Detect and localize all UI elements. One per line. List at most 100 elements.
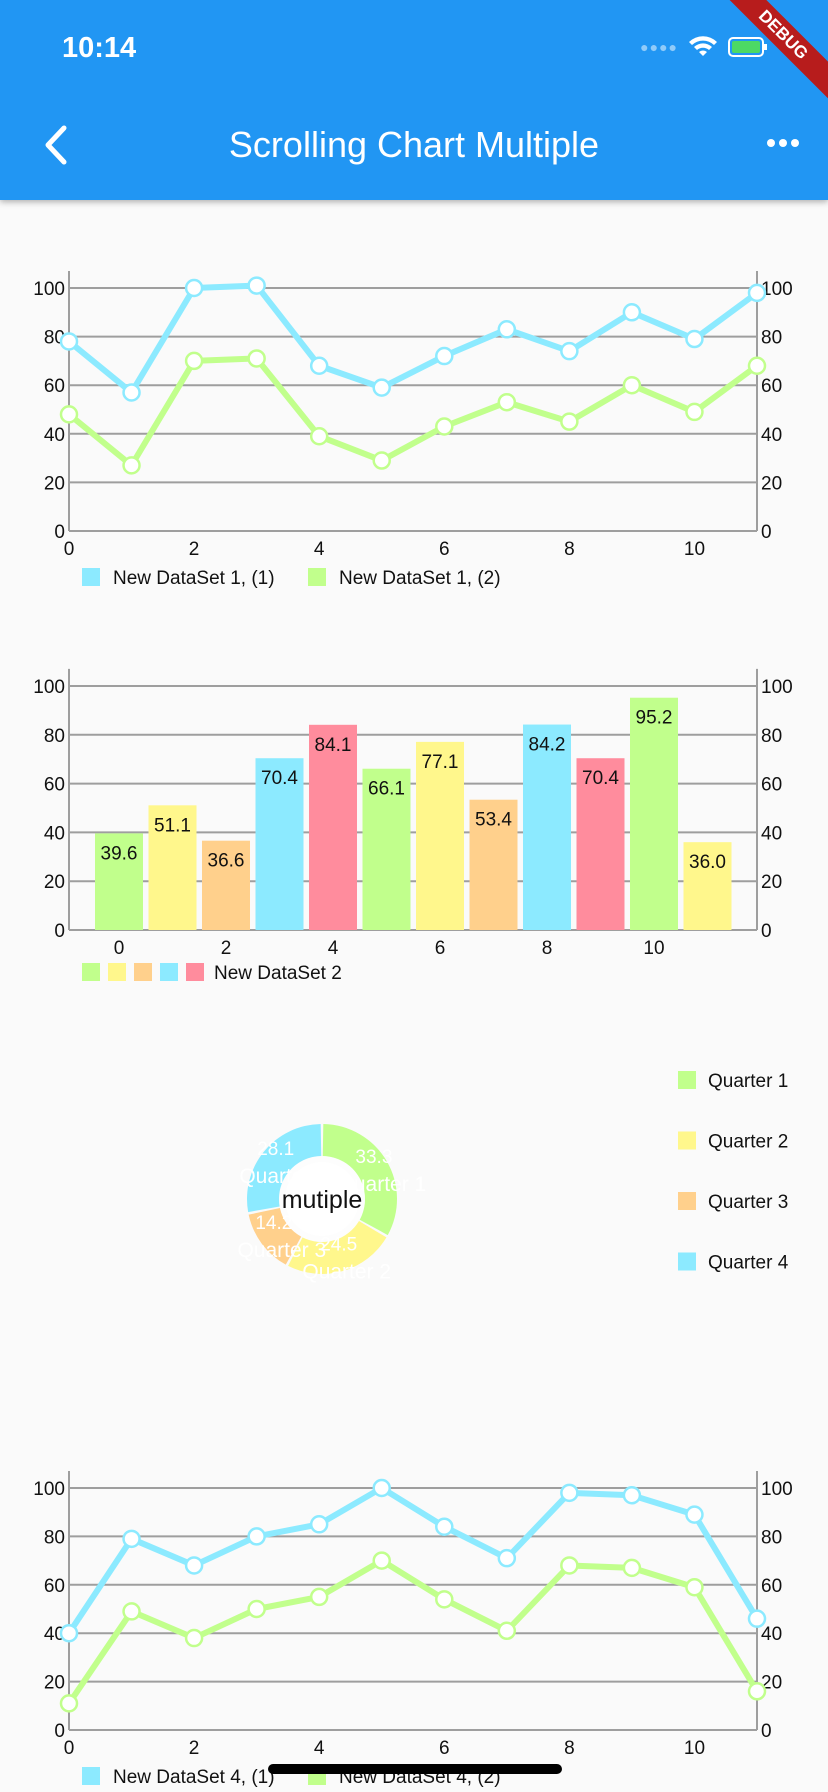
data-point — [435, 346, 454, 366]
y-tick-right: 20 — [761, 872, 782, 893]
y-tick-left: 80 — [44, 1527, 65, 1548]
data-point — [122, 383, 141, 402]
data-point — [184, 278, 204, 298]
x-tick: 0 — [114, 938, 125, 959]
data-point — [747, 1609, 767, 1628]
bar — [523, 724, 571, 930]
pie-hole — [285, 1162, 359, 1236]
data-point — [560, 1556, 579, 1575]
home-indicator[interactable] — [268, 1764, 562, 1774]
y-tick-right: 80 — [761, 726, 782, 747]
bar-value-label: 84.1 — [315, 735, 352, 756]
slice-name-label: Quarter 2 — [302, 1261, 391, 1284]
x-tick: 8 — [542, 938, 553, 959]
bar-value-label: 39.6 — [101, 843, 138, 864]
data-point — [122, 1602, 141, 1621]
bar-value-label: 95.2 — [636, 708, 673, 729]
data-point — [309, 1515, 329, 1534]
data-point — [622, 375, 642, 395]
data-point — [685, 329, 704, 349]
series-line — [67, 282, 759, 396]
y-tick-left: 80 — [44, 726, 65, 747]
y-tick-right: 20 — [761, 473, 782, 494]
y-tick-right: 80 — [761, 1527, 782, 1548]
bar-value-label: 51.1 — [154, 815, 191, 836]
bar-value-label: 53.4 — [475, 810, 512, 831]
wifi-icon — [689, 36, 717, 56]
legend-label: New DataSet 2 — [214, 963, 342, 984]
legend-swatch — [134, 963, 152, 981]
pie-slice — [248, 1207, 302, 1265]
pie-slice — [288, 1220, 387, 1275]
legend-swatch — [108, 963, 126, 981]
legend-swatch — [308, 568, 326, 586]
series-line — [66, 1485, 760, 1635]
y-tick-right: 60 — [761, 1576, 782, 1597]
legend-swatch — [82, 568, 100, 586]
bar-value-label: 66.1 — [368, 779, 405, 800]
y-tick-left: 60 — [44, 1576, 65, 1597]
y-tick-right: 40 — [761, 823, 782, 844]
data-point — [685, 402, 704, 422]
x-tick: 8 — [564, 539, 575, 560]
legend-swatch — [160, 963, 178, 981]
x-tick: 10 — [643, 938, 664, 959]
data-point — [622, 1486, 642, 1505]
data-point — [59, 1694, 79, 1713]
more-horizontal-icon — [767, 139, 799, 147]
bar — [309, 724, 357, 930]
status-time: 10:14 — [62, 32, 137, 64]
legend-swatch — [186, 963, 204, 981]
y-tick-left: 0 — [54, 1721, 65, 1742]
data-point — [497, 320, 517, 339]
data-point — [622, 1558, 642, 1578]
more-options-button[interactable] — [766, 124, 800, 162]
legend-swatch — [678, 1192, 696, 1210]
y-tick-right: 20 — [761, 1673, 782, 1694]
bar — [148, 805, 197, 930]
legend-label: Quarter 2 — [708, 1132, 788, 1153]
y-tick-right: 60 — [761, 376, 782, 397]
page-title: Scrolling Chart Multiple — [228, 124, 600, 165]
y-tick-right: 80 — [761, 328, 782, 349]
data-point — [309, 426, 329, 446]
y-tick-left: 20 — [44, 872, 65, 893]
data-point — [372, 378, 391, 397]
x-tick: 6 — [439, 539, 450, 560]
data-point — [247, 1599, 266, 1619]
y-tick-left: 100 — [33, 279, 65, 300]
data-point — [247, 1527, 266, 1546]
data-point — [184, 1556, 204, 1575]
data-point — [372, 1551, 391, 1570]
y-tick-right: 60 — [761, 775, 782, 796]
data-point — [122, 456, 141, 475]
x-tick: 0 — [64, 1738, 75, 1759]
y-tick-right: 0 — [761, 921, 772, 942]
signal-icon: ●●●● — [640, 39, 678, 55]
slice-name-label: Quarter 3 — [237, 1239, 326, 1262]
x-tick: 4 — [314, 1738, 325, 1759]
legend-label: Quarter 4 — [708, 1253, 789, 1274]
bar-value-label: 36.0 — [689, 852, 726, 873]
bar — [202, 840, 250, 930]
y-tick-left: 20 — [44, 1673, 65, 1694]
pie-slice — [246, 1124, 322, 1213]
data-point — [184, 1628, 204, 1648]
back-button[interactable] — [38, 120, 78, 170]
bar-value-label: 84.2 — [529, 735, 566, 756]
y-tick-right: 100 — [761, 677, 793, 698]
data-point — [622, 303, 642, 322]
y-tick-right: 100 — [761, 1479, 793, 1500]
y-tick-left: 0 — [54, 522, 65, 543]
battery-icon — [728, 37, 767, 57]
bar-value-label: 70.4 — [582, 768, 619, 789]
bar-value-label: 36.6 — [208, 851, 245, 872]
y-tick-left: 40 — [44, 823, 65, 844]
y-tick-left: 60 — [44, 775, 65, 796]
x-tick: 8 — [564, 1738, 575, 1759]
y-tick-right: 100 — [761, 279, 793, 300]
legend-swatch — [82, 1767, 100, 1785]
bar — [469, 799, 518, 930]
